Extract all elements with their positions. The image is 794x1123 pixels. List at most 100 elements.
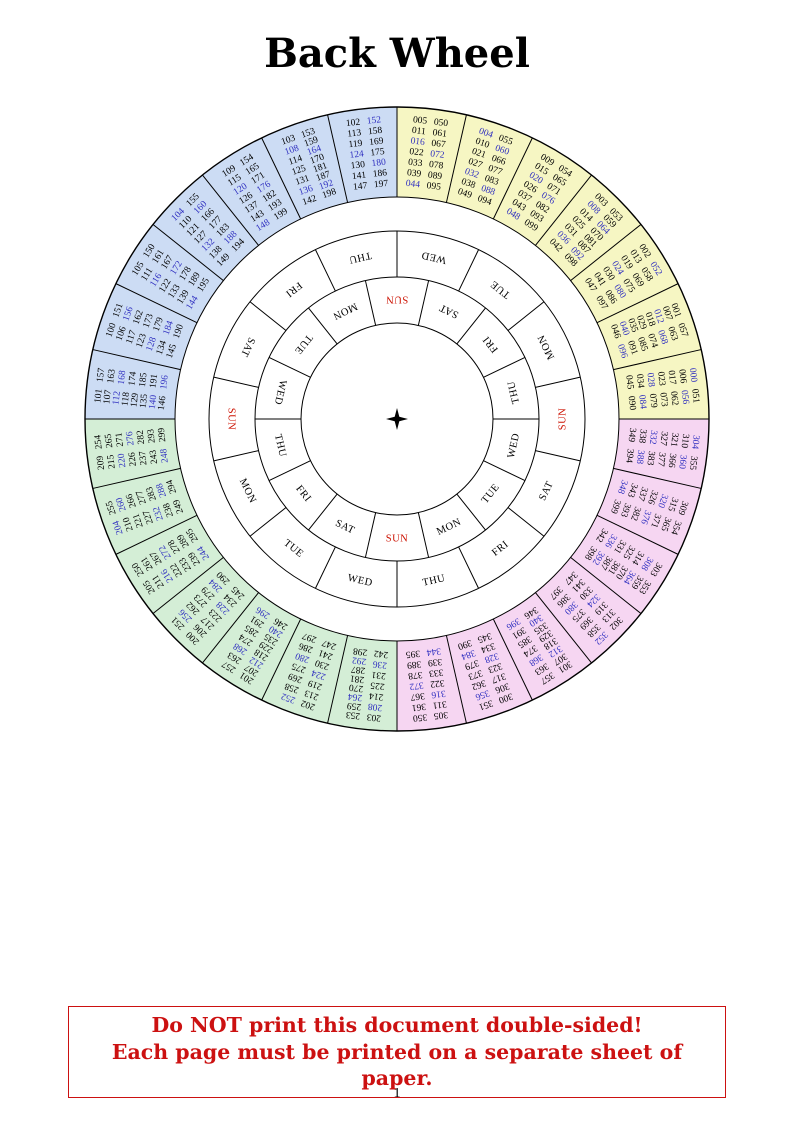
year-number: 334 [479, 640, 496, 654]
day-cell-divider-outer [249, 507, 287, 537]
year-number: 128 [145, 336, 159, 353]
day-cell: MON [331, 300, 359, 321]
year-number: 294 [165, 478, 179, 495]
day-cell-divider-outer [458, 249, 480, 292]
year-number: 384 [460, 647, 477, 661]
year-number: 236 [372, 658, 388, 670]
wedge-divider [327, 114, 349, 203]
year-number: 345 [476, 630, 493, 644]
year-wedge-G3: 2002062172232282342452512562622732792842… [170, 569, 247, 646]
year-number: 124 [349, 149, 365, 161]
year-number: 361 [411, 701, 427, 713]
year-number: 322 [429, 677, 445, 689]
warning-line-1: Do NOT print this document double-sided! [151, 1013, 643, 1037]
year-number: 344 [426, 645, 442, 657]
year-number: 106 [115, 325, 129, 342]
year-number: 225 [370, 679, 386, 691]
year-number: 169 [369, 136, 385, 148]
year-number: 173 [142, 312, 156, 329]
year-number: 249 [172, 498, 186, 515]
day-cell: SUN [225, 408, 236, 431]
year-number: 305 [433, 709, 449, 721]
year-number: 304 [689, 434, 701, 450]
year-number: 005 [412, 115, 428, 127]
day-label: SAT [333, 518, 356, 537]
year-number: 323 [486, 660, 503, 674]
year-number: 129 [130, 392, 142, 408]
year-number: 219 [307, 677, 324, 691]
year-number: 140 [148, 394, 160, 410]
day-label: WED [420, 249, 447, 265]
year-number: 350 [412, 711, 428, 723]
day-cell-divider-outer [213, 376, 259, 388]
year-number: 004 [477, 127, 494, 141]
year-number: 309 [675, 499, 689, 516]
year-number: 203 [366, 711, 382, 723]
year-number: 389 [406, 658, 422, 670]
year-number: 156 [122, 305, 136, 322]
day-label: WED [346, 573, 373, 589]
year-number: 174 [127, 371, 139, 387]
year-number: 221 [132, 512, 146, 529]
year-number: 170 [309, 152, 326, 166]
year-number: 281 [349, 673, 365, 685]
year-number: 103 [280, 133, 297, 147]
day-cell: THU [506, 380, 522, 405]
year-number: 021 [470, 147, 487, 161]
year-number: 033 [408, 158, 424, 170]
day-cell-divider-outer [458, 546, 480, 589]
day-label: THU [272, 433, 288, 458]
year-number: 040 [617, 320, 631, 337]
wedge-divider [92, 349, 181, 371]
year-number: 028 [644, 372, 656, 388]
day-cell-divider-outer [535, 450, 581, 462]
year-number: 063 [665, 325, 679, 342]
year-number: 073 [657, 392, 669, 408]
year-number: 286 [297, 640, 314, 654]
year-number: 264 [347, 691, 363, 703]
year-number: 255 [104, 499, 118, 516]
year-number: 101 [93, 388, 105, 404]
wedge-divider [152, 557, 224, 614]
year-number: 196 [159, 374, 171, 390]
wedge-divider [613, 349, 702, 371]
year-wedge-P3: 3023133193243303413473523583693753803863… [547, 569, 624, 646]
year-number: 265 [104, 433, 116, 449]
year-number: 114 [287, 154, 304, 168]
year-number: 016 [410, 136, 426, 148]
year-number: 163 [106, 368, 118, 384]
year-number: 078 [428, 160, 444, 172]
year-number: 134 [155, 339, 169, 356]
year-number: 242 [373, 648, 389, 660]
wedge-divider [613, 467, 702, 489]
year-number: 145 [165, 343, 179, 360]
year-number: 046 [608, 323, 622, 340]
day-cell: SAT [238, 335, 257, 358]
year-number: 275 [290, 660, 307, 674]
year-number: 316 [431, 688, 447, 700]
warning-line-2: Each page must be printed on a separate … [111, 1039, 683, 1091]
year-wedge-P2: 3013073123183293353403463573633683743853… [504, 604, 573, 686]
year-number: 321 [668, 432, 680, 448]
year-number: 168 [117, 370, 129, 386]
year-number: 079 [647, 393, 659, 409]
year-number: 017 [666, 370, 678, 386]
year-number: 146 [157, 395, 169, 411]
day-cell: SAT [438, 301, 461, 320]
day-cell: SUN [386, 293, 409, 304]
year-number: 213 [303, 687, 320, 701]
day-cell-divider-outer [314, 249, 336, 292]
year-number: 023 [655, 371, 667, 387]
year-number: 202 [300, 697, 317, 711]
day-label: TUE [292, 332, 314, 356]
year-number: 215 [106, 454, 118, 470]
year-number: 187 [315, 170, 332, 184]
year-number: 057 [675, 322, 689, 339]
year-number: 332 [647, 430, 659, 446]
year-number: 152 [366, 115, 382, 127]
day-label: SAT [537, 480, 556, 503]
year-number: 282 [136, 429, 148, 445]
